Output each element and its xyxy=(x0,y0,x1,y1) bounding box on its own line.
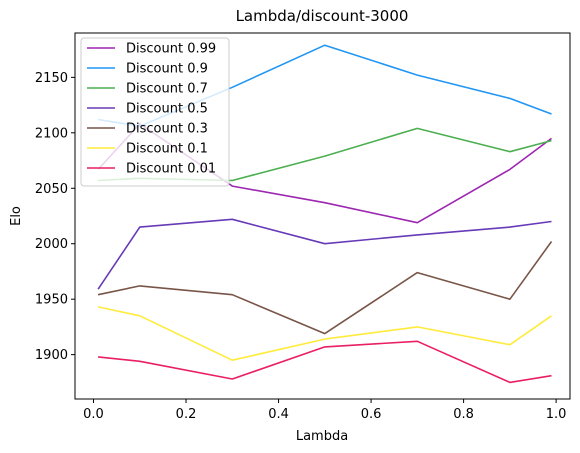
legend-label: Discount 0.5 xyxy=(126,102,208,117)
legend-label: Discount 0.3 xyxy=(126,122,208,137)
series-line-4 xyxy=(97,241,553,335)
y-tick-label: 2150 xyxy=(35,71,68,86)
series-line-3 xyxy=(97,218,552,290)
x-axis-label: Lambda xyxy=(296,429,348,444)
y-tick-label: 2100 xyxy=(35,126,68,141)
y-axis-label: Elo xyxy=(9,206,24,226)
y-axis-ticks: 1900 1950 2000 2050 2100 2150 xyxy=(35,71,75,363)
x-axis-ticks: 0.0 0.2 0.4 0.6 0.8 1.0 xyxy=(83,399,566,422)
legend-label: Discount 0.99 xyxy=(126,42,216,57)
legend-label: Discount 0.01 xyxy=(126,162,216,177)
y-tick-label: 2000 xyxy=(35,237,68,252)
y-tick-label: 1950 xyxy=(35,293,68,308)
legend-label: Discount 0.9 xyxy=(126,62,208,77)
legend-label: Discount 0.1 xyxy=(126,142,208,157)
x-tick-label: 1.0 xyxy=(546,407,567,422)
legend-box xyxy=(80,37,230,187)
x-tick-label: 0.6 xyxy=(361,407,382,422)
series-line-5 xyxy=(97,306,552,362)
x-tick-label: 0.0 xyxy=(83,407,104,422)
y-tick-label: 2050 xyxy=(35,182,68,197)
x-tick-label: 0.8 xyxy=(453,407,474,422)
y-tick-label: 1900 xyxy=(35,348,68,363)
x-tick-label: 0.4 xyxy=(268,407,289,422)
x-tick-label: 0.2 xyxy=(176,407,197,422)
legend-items: Discount 0.99 Discount 0.9 Discount 0.7 Dis… xyxy=(87,42,216,177)
legend-label: Discount 0.7 xyxy=(126,82,208,97)
plot-frame xyxy=(74,32,571,400)
series-line-6 xyxy=(98,340,552,384)
legend: Discount 0.99 Discount 0.9 Discount 0.7 Dis… xyxy=(80,37,230,187)
chart-title: Lambda/discount-3000 xyxy=(236,7,409,25)
